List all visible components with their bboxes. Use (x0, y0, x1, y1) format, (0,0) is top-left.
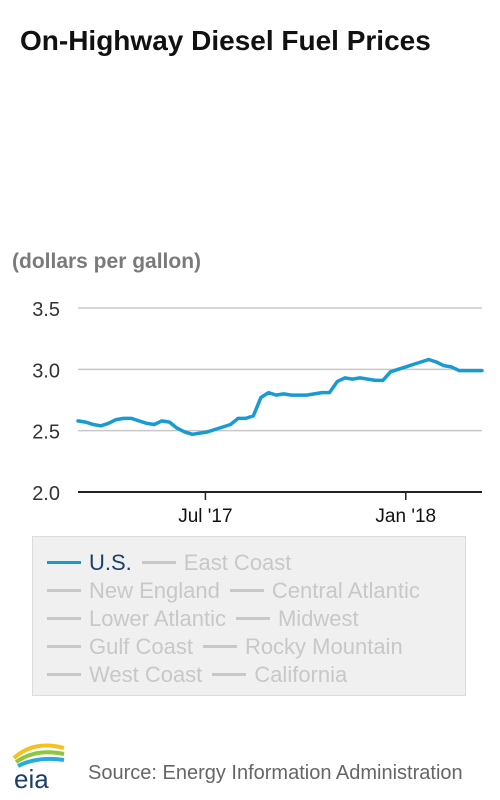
legend-row: Gulf Coast Rocky Mountain (47, 633, 465, 661)
legend-swatch (141, 560, 176, 564)
footer: eia Source: Energy Information Administr… (8, 738, 500, 794)
legend-swatch (47, 560, 81, 564)
legend-swatch (47, 616, 81, 620)
legend-label: East Coast (183, 550, 292, 575)
legend-label: Midwest (277, 606, 359, 631)
legend-item[interactable]: West Coast (47, 661, 202, 689)
legend-swatch (202, 644, 237, 648)
legend-item[interactable]: Central Atlantic (229, 577, 420, 605)
x-tick-label: Jan '18 (375, 506, 436, 527)
legend-item[interactable]: New England (47, 577, 220, 605)
legend-item[interactable]: U.S. (47, 549, 132, 577)
legend-label: Lower Atlantic (89, 606, 226, 631)
legend-item[interactable]: East Coast (141, 549, 292, 577)
eia-logo: eia (12, 743, 65, 794)
legend-label: Central Atlantic (271, 578, 420, 603)
y-axis-units-label: (dollars per gallon) (12, 250, 202, 273)
legend-swatch (212, 672, 247, 676)
legend-swatch (235, 616, 270, 620)
line-chart: 2.0 2.5 3.0 3.5 Jul '17 Jan '18 (32, 299, 484, 527)
chart-title: On-Highway Diesel Fuel Prices (20, 25, 431, 56)
legend-item[interactable]: Rocky Mountain (202, 633, 403, 661)
y-tick-label: 2.0 (32, 483, 60, 505)
legend-item[interactable]: Gulf Coast (47, 633, 193, 661)
legend-label: Rocky Mountain (244, 634, 403, 659)
y-tick-labels: 2.0 2.5 3.0 3.5 (32, 299, 60, 505)
legend-label: U.S. (89, 550, 132, 575)
legend-item[interactable]: California (212, 661, 347, 689)
legend-swatch (47, 588, 81, 592)
y-tick-label: 3.5 (32, 299, 60, 321)
x-axis: Jul '17 Jan '18 (78, 491, 482, 527)
series-layer (76, 357, 484, 437)
legend-swatch (47, 672, 81, 676)
legend-swatch (229, 588, 264, 592)
grid-lines (78, 307, 482, 432)
legend-row: Lower Atlantic Midwest (47, 605, 465, 633)
legend-label: New England (89, 578, 220, 603)
legend-label: Gulf Coast (89, 634, 193, 659)
y-tick-label: 3.0 (32, 360, 60, 382)
legend-item[interactable]: Midwest (235, 605, 359, 633)
legend-label: West Coast (89, 662, 203, 687)
x-tick-label: Jul '17 (178, 506, 232, 527)
legend-swatch (47, 644, 81, 648)
legend: U.S. East Coast New England Central Atlanti… (32, 536, 466, 696)
series-line-us (76, 357, 484, 437)
legend-row: New England Central Atlantic (47, 577, 465, 605)
legend-item[interactable]: Lower Atlantic (47, 605, 226, 633)
source-note: Source: Energy Information Administratio… (88, 762, 463, 784)
legend-row: U.S. East Coast (47, 549, 465, 577)
logo-text: eia (14, 764, 49, 794)
legend-row: West Coast California (47, 661, 465, 689)
legend-label: California (254, 662, 348, 687)
y-tick-label: 2.5 (32, 422, 60, 444)
